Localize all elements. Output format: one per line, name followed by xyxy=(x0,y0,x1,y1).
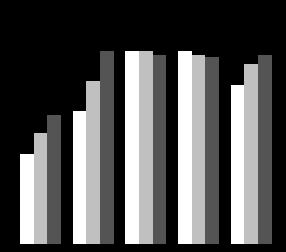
Bar xyxy=(73,112,86,244)
Legend: , , : , , xyxy=(23,37,34,38)
Bar xyxy=(192,56,205,244)
Bar xyxy=(20,154,33,244)
Bar xyxy=(231,86,245,244)
Bar xyxy=(258,56,272,244)
Bar xyxy=(139,52,153,244)
Bar xyxy=(245,65,258,244)
Bar xyxy=(125,52,139,244)
Bar xyxy=(153,56,166,244)
Bar xyxy=(33,133,47,244)
Bar xyxy=(100,52,114,244)
Bar xyxy=(178,52,192,244)
Bar xyxy=(47,116,61,244)
Bar xyxy=(86,82,100,244)
Bar xyxy=(205,58,219,244)
